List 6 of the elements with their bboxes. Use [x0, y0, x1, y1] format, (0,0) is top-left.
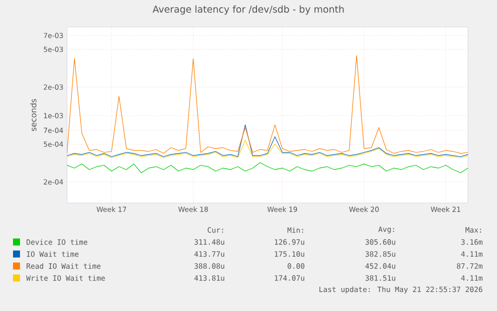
- chart-title: Average latency for /dev/sdb - by month: [152, 5, 344, 15]
- y-axis-title: seconds: [30, 99, 36, 131]
- line-series: [67, 162, 468, 174]
- line-series: [67, 55, 468, 154]
- line-series: [67, 140, 468, 158]
- line-series: [67, 124, 468, 157]
